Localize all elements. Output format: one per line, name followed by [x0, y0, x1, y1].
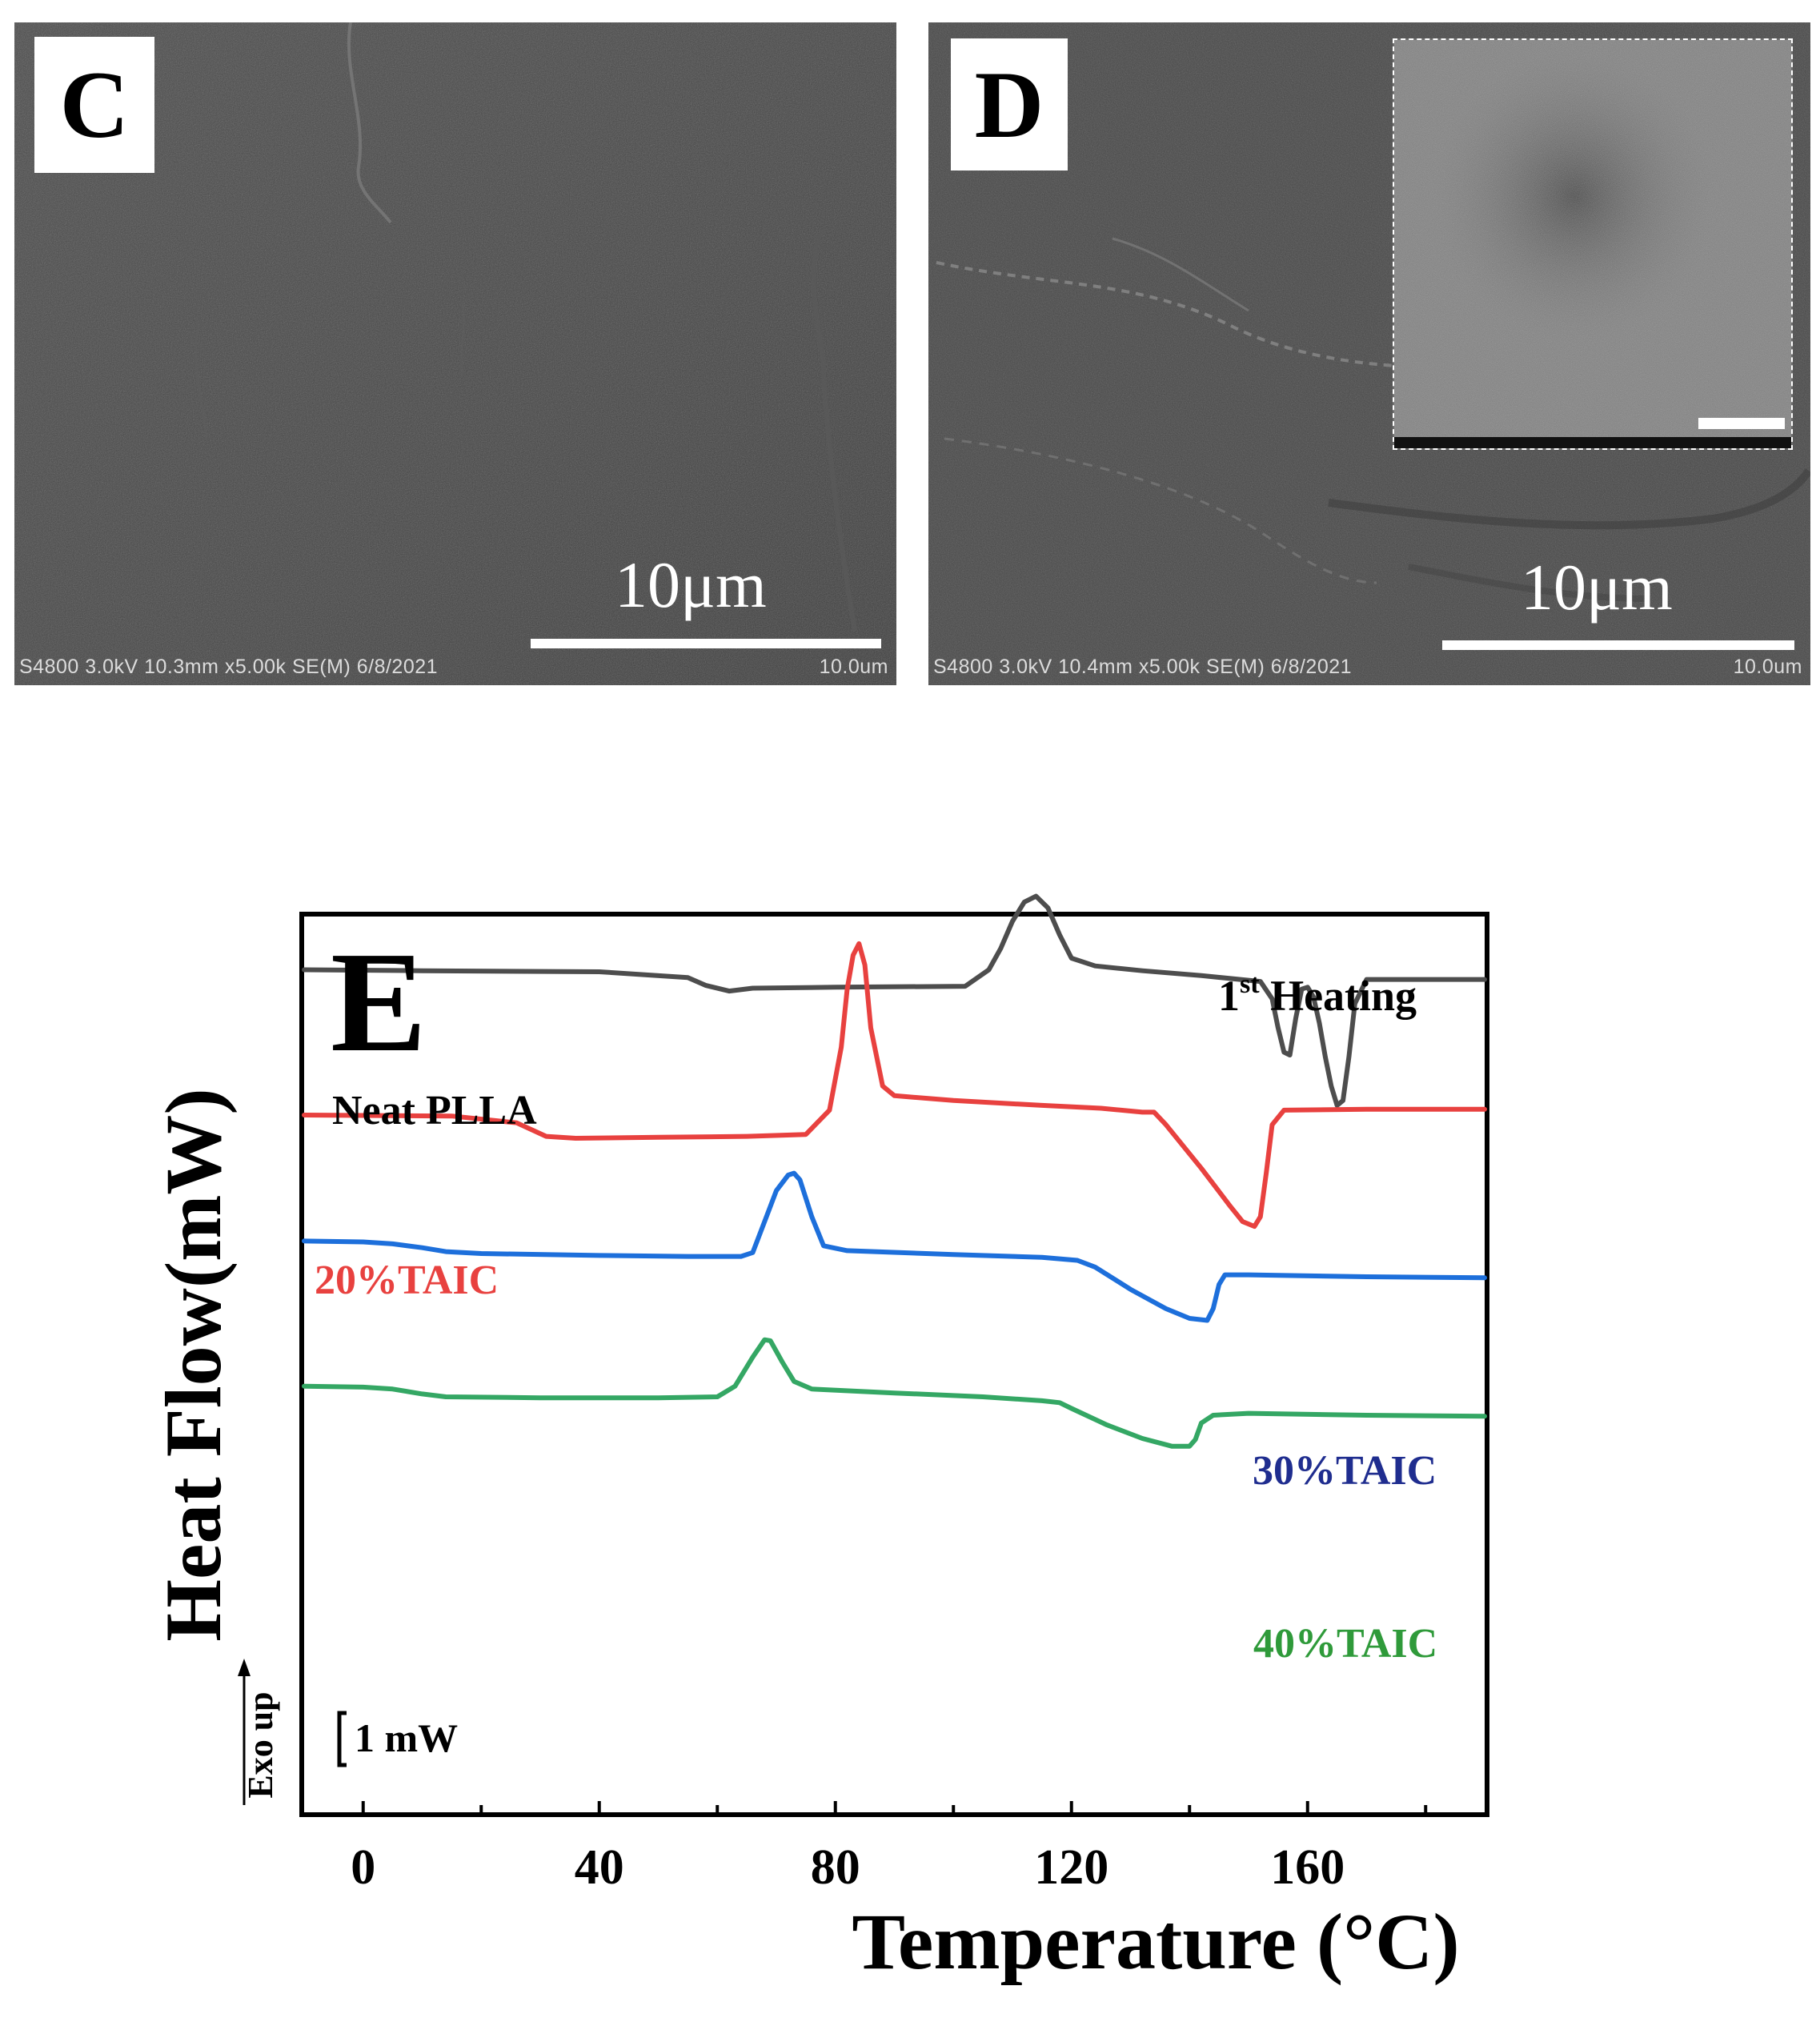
- sem-micrograph-c: [14, 22, 896, 685]
- exo-up-label: Exo up: [241, 1691, 280, 1798]
- x-tick-label: 40: [575, 1840, 624, 1895]
- series-label-20-taic: 20%TAIC: [315, 1258, 499, 1303]
- x-axis-title: Temperature (°C): [852, 1897, 1459, 1986]
- sem-footer-c: S4800 3.0kV 10.3mm x5.00k SE(M) 6/8/2021…: [19, 655, 888, 679]
- x-tick-label: 160: [1270, 1840, 1345, 1895]
- scale-bar-label: 1 mW: [355, 1715, 458, 1760]
- sem-scale-readout-c: 10.0um: [819, 656, 888, 678]
- exo-up-indicator: Exo up: [238, 1659, 280, 1805]
- x-tick-label: 0: [351, 1840, 375, 1895]
- series-label-40-taic: 40%TAIC: [1253, 1621, 1437, 1667]
- panel-letter-e: E: [331, 922, 427, 1081]
- sem-metadata-c: S4800 3.0kV 10.3mm x5.00k SE(M) 6/8/2021: [19, 656, 439, 678]
- series-line-1: [302, 941, 1487, 1230]
- series-line-3: [302, 1337, 1487, 1449]
- sem-image-panel-c: C 10μm S4800 3.0kV 10.3mm x5.00k SE(M) 6…: [14, 22, 896, 685]
- sem-metadata-d: S4800 3.0kV 10.4mm x5.00k SE(M) 6/8/2021: [933, 656, 1353, 678]
- sem-inset-zoom: [1393, 38, 1793, 450]
- sem-inset-image: [1394, 40, 1791, 448]
- panel-letter-d: D: [951, 38, 1068, 171]
- annotation-text: Heating: [1260, 972, 1417, 1020]
- series-line-2: [302, 1170, 1487, 1323]
- exo-arrow-head: [238, 1659, 251, 1676]
- sem-image-panel-d: D 10μm S4800 3.0kV 10.4mm x5.00k SE(M) 6…: [928, 22, 1810, 685]
- x-axis-ticks: 0 40 80 120 160: [351, 1801, 1428, 1895]
- panel-letter-c: C: [34, 37, 154, 173]
- series-line-0: [302, 893, 1487, 1108]
- scale-bracket: [337, 1711, 347, 1767]
- sem-scale-readout-d: 10.0um: [1733, 656, 1802, 678]
- scale-bar-label-c: 10μm: [615, 548, 767, 621]
- scale-bar-label-d: 10μm: [1521, 551, 1673, 624]
- series-layer: [302, 893, 1487, 1449]
- inset-scale-bar: [1698, 418, 1785, 429]
- plot-area-frame: [299, 912, 1489, 1817]
- x-tick-label: 120: [1034, 1840, 1108, 1895]
- annotation-ordinal: 1: [1218, 972, 1240, 1020]
- dsc-chart: 0 40 80 120 160 E 1st Heating Neat PLLA 20%T…: [149, 893, 1489, 1986]
- y-axis-title: Heat Flow(mW): [149, 1088, 238, 1641]
- scale-bar-d: [1442, 640, 1794, 650]
- scale-bar-c: [531, 639, 881, 648]
- annotation-superscript: st: [1240, 969, 1260, 999]
- sem-footer-d: S4800 3.0kV 10.4mm x5.00k SE(M) 6/8/2021…: [933, 655, 1802, 679]
- scale-bar-1mw: 1 mW: [337, 1711, 458, 1767]
- heating-annotation: 1st Heating: [1218, 969, 1417, 1020]
- series-label-30-taic: 30%TAIC: [1253, 1448, 1437, 1494]
- x-tick-label: 80: [811, 1840, 860, 1895]
- inset-footer-strip: [1394, 437, 1791, 448]
- series-label-neat-plla: Neat PLLA: [332, 1088, 537, 1133]
